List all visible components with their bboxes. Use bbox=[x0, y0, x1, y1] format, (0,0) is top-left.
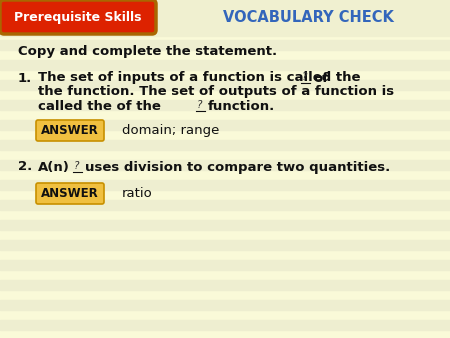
Bar bbox=[0, 280, 450, 290]
Text: ANSWER: ANSWER bbox=[41, 187, 99, 200]
Text: A(n): A(n) bbox=[38, 161, 70, 173]
Text: The set of inputs of a function is called the: The set of inputs of a function is calle… bbox=[38, 72, 360, 84]
Text: function.: function. bbox=[208, 99, 275, 113]
FancyBboxPatch shape bbox=[36, 120, 104, 141]
Bar bbox=[0, 240, 450, 250]
Bar bbox=[0, 80, 450, 90]
Text: ?: ? bbox=[74, 161, 80, 171]
Bar bbox=[0, 220, 450, 230]
Text: ?: ? bbox=[302, 72, 307, 82]
FancyBboxPatch shape bbox=[36, 183, 104, 204]
Text: ANSWER: ANSWER bbox=[41, 124, 99, 137]
Bar bbox=[0, 0, 450, 10]
Bar bbox=[0, 180, 450, 190]
Bar bbox=[0, 320, 450, 330]
Text: VOCABULARY CHECK: VOCABULARY CHECK bbox=[223, 10, 393, 25]
Bar bbox=[0, 200, 450, 210]
Text: the function. The set of outputs of a function is: the function. The set of outputs of a fu… bbox=[38, 86, 394, 98]
Text: called the of the: called the of the bbox=[38, 99, 161, 113]
Text: 1.: 1. bbox=[18, 72, 32, 84]
Text: Prerequisite Skills: Prerequisite Skills bbox=[14, 11, 142, 24]
Bar bbox=[0, 120, 450, 130]
Text: ratio: ratio bbox=[122, 187, 153, 200]
Bar bbox=[0, 100, 450, 110]
FancyBboxPatch shape bbox=[0, 0, 156, 34]
Text: of: of bbox=[313, 72, 328, 84]
Text: ?: ? bbox=[197, 100, 202, 110]
Text: domain; range: domain; range bbox=[122, 124, 220, 137]
Bar bbox=[0, 140, 450, 150]
Bar bbox=[0, 260, 450, 270]
Bar bbox=[0, 20, 450, 30]
Bar bbox=[0, 160, 450, 170]
Bar bbox=[0, 40, 450, 50]
Text: uses division to compare two quantities.: uses division to compare two quantities. bbox=[85, 161, 390, 173]
Text: Copy and complete the statement.: Copy and complete the statement. bbox=[18, 46, 277, 58]
Bar bbox=[0, 60, 450, 70]
Bar bbox=[0, 0, 450, 36]
Bar bbox=[0, 300, 450, 310]
Text: 2.: 2. bbox=[18, 161, 32, 173]
